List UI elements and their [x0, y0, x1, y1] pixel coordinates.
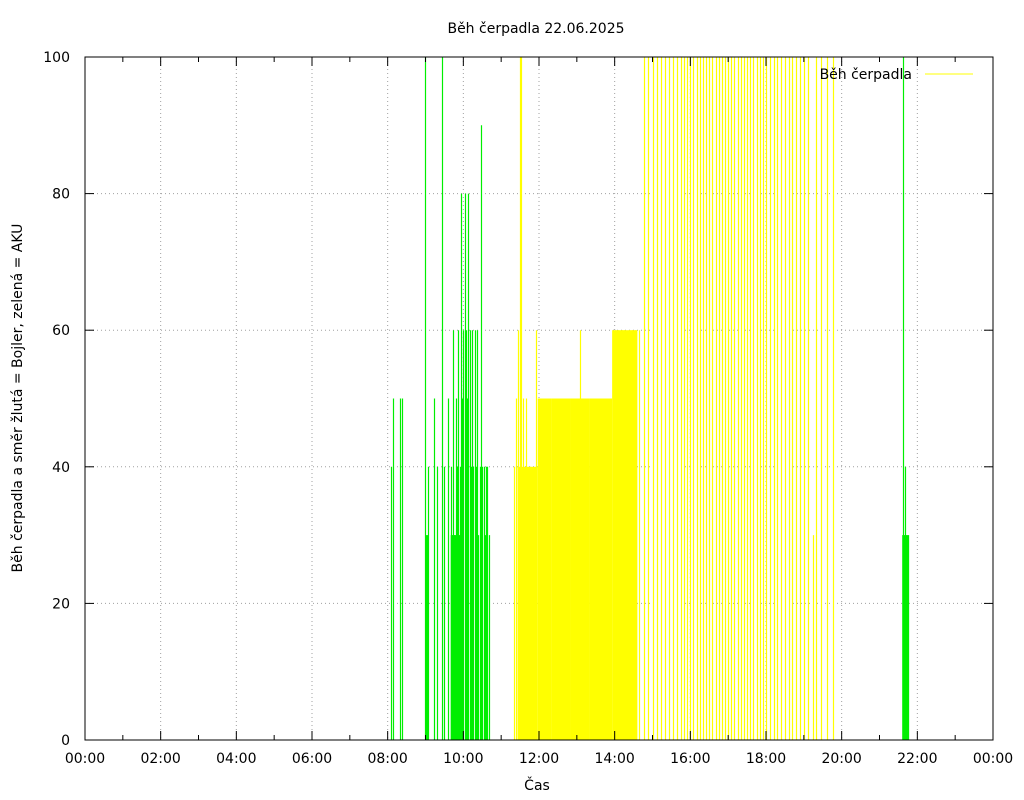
y-axis-label: Běh čerpadla a směr žlutá = Bojler, zele…: [10, 224, 26, 573]
y-tick-label: 80: [52, 187, 70, 203]
legend: Běh čerpadla: [820, 67, 973, 83]
chart-title: Běh čerpadla 22.06.2025: [447, 21, 624, 37]
x-tick-label: 00:00: [973, 751, 1013, 767]
x-tick-label: 22:00: [897, 751, 937, 767]
y-tick-label: 40: [52, 460, 70, 476]
y-tick-labels: 0 20 40 60 80 100: [43, 50, 70, 749]
x-tick-label: 16:00: [670, 751, 710, 767]
x-tick-label: 20:00: [821, 751, 861, 767]
x-tick-label: 08:00: [367, 751, 407, 767]
x-tick-label: 10:00: [443, 751, 483, 767]
x-tick-label: 12:00: [519, 751, 559, 767]
x-tick-labels: 00:00 02:00 04:00 06:00 08:00 10:00 12:00 14:00…: [65, 751, 1013, 767]
x-tick-label: 04:00: [216, 751, 256, 767]
grid-lines: [85, 57, 993, 740]
data-bars: [390, 57, 910, 740]
legend-label: Běh čerpadla: [820, 67, 912, 83]
x-tick-label: 06:00: [292, 751, 332, 767]
y-tick-label: 60: [52, 323, 70, 339]
axis-ticks: [84, 56, 994, 741]
x-tick-label: 00:00: [65, 751, 105, 767]
x-axis-label: Čas: [524, 776, 550, 794]
x-tick-label: 02:00: [140, 751, 180, 767]
x-tick-label: 18:00: [746, 751, 786, 767]
y-tick-label: 0: [61, 733, 70, 749]
series-0-block: [551, 398, 571, 740]
y-tick-label: 100: [43, 50, 70, 66]
y-tick-label: 20: [52, 596, 70, 612]
series-0-block: [589, 398, 613, 740]
x-tick-label: 14:00: [594, 751, 634, 767]
series-0-block: [517, 466, 538, 740]
